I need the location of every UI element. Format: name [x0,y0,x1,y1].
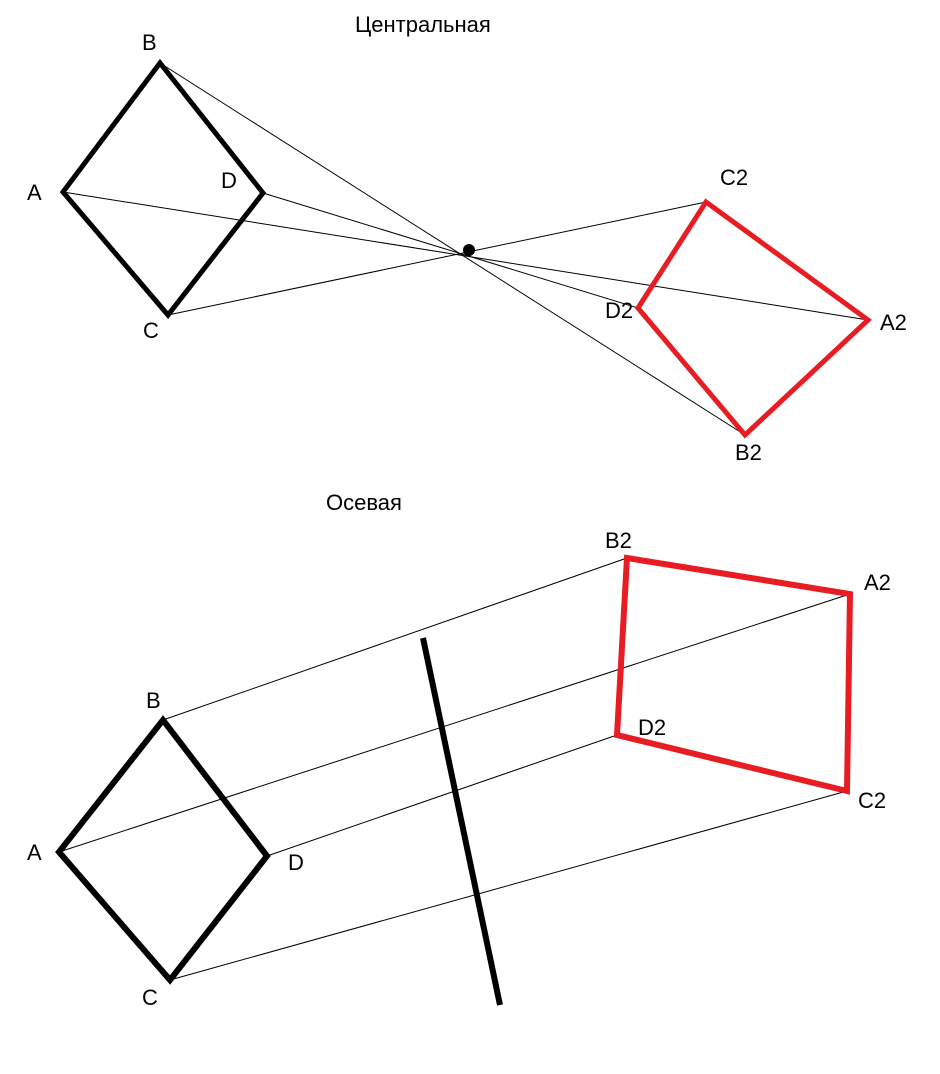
d1-label-A: A [27,180,42,206]
d1-label-D2: D2 [605,298,633,324]
d2-label-B: B [146,688,161,714]
diagram1-title: Центральная [355,12,491,38]
diagram2-title: Осевая [326,490,402,516]
d2-label-A2: A2 [864,570,891,596]
d1-label-D: D [221,168,237,194]
d2-label-C: C [142,985,158,1011]
d2-label-A: A [27,840,42,866]
d1-label-C2: C2 [720,165,748,191]
d2-label-D: D [288,850,304,876]
d1-label-C: C [143,318,159,344]
d1-label-B2: B2 [735,440,762,466]
d1-label-A2: A2 [880,310,907,336]
d2-label-C2: C2 [858,788,886,814]
d2-label-D2: D2 [638,715,666,741]
d1-label-B: B [142,30,157,56]
d2-label-B2: B2 [605,528,632,554]
geometry-canvas [0,0,940,1074]
